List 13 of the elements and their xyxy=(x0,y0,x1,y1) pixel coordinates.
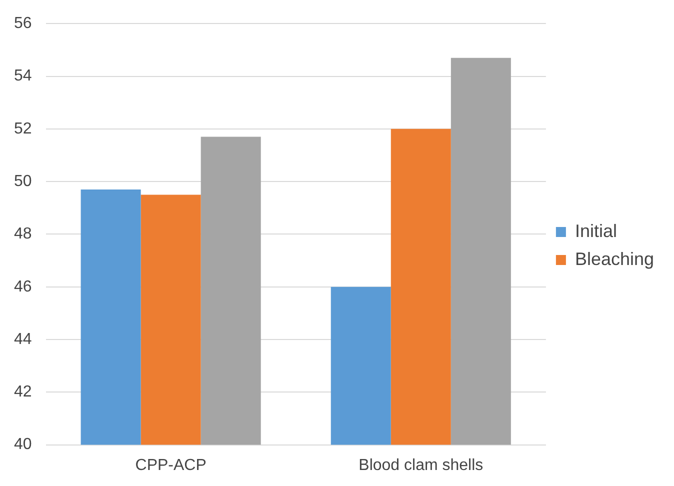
x-tick-label: Blood clam shells xyxy=(358,456,484,474)
y-tick-label: 56 xyxy=(14,15,32,32)
y-tick-label: 50 xyxy=(14,172,32,190)
y-tick-label: 42 xyxy=(14,384,32,401)
y-tick-label: 40 xyxy=(14,436,32,454)
y-tick-label: 54 xyxy=(14,68,32,85)
legend-label: Initial xyxy=(574,220,617,241)
x-tick-label: CPP-ACP xyxy=(135,456,206,474)
legend-label: Bleaching xyxy=(574,248,654,269)
y-tick-label: 44 xyxy=(14,330,32,348)
y-tick-label: 48 xyxy=(14,226,32,243)
y-tick-label: 52 xyxy=(14,120,32,138)
y-tick-label: 46 xyxy=(14,278,32,296)
